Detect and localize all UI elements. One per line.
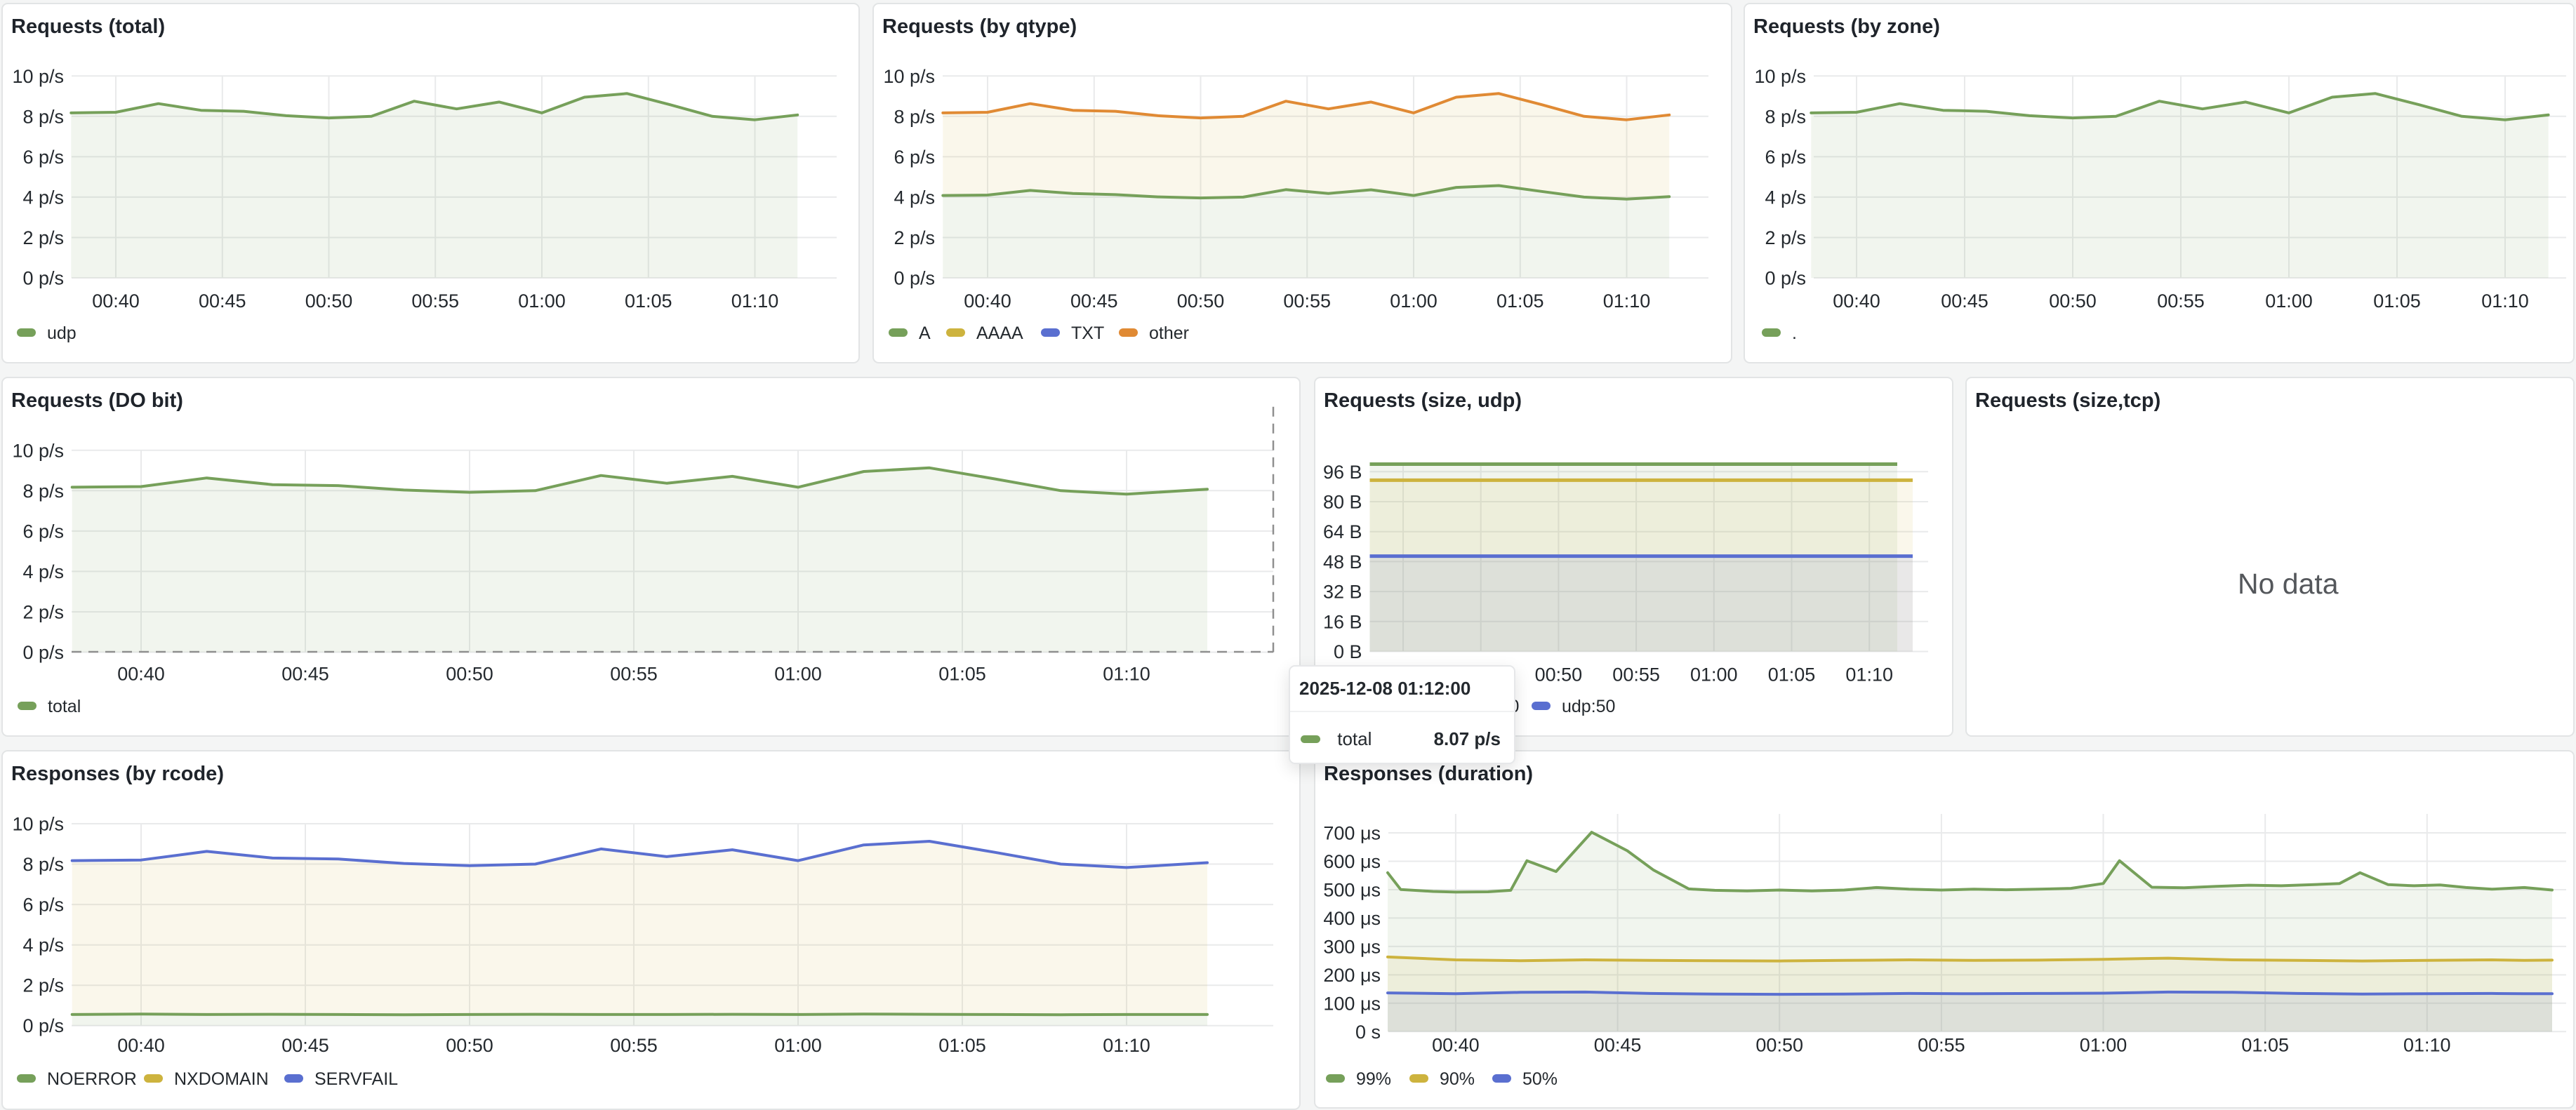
svg-text:00:55: 00:55 xyxy=(2157,290,2205,312)
svg-text:2 p/s: 2 p/s xyxy=(22,975,64,996)
svg-text:01:05: 01:05 xyxy=(1768,664,1816,686)
svg-text:10 p/s: 10 p/s xyxy=(12,814,64,835)
svg-text:0 p/s: 0 p/s xyxy=(22,268,64,289)
svg-text:01:10: 01:10 xyxy=(2481,290,2529,312)
svg-text:01:00: 01:00 xyxy=(1390,290,1438,312)
svg-text:01:10: 01:10 xyxy=(1103,1035,1150,1056)
svg-text:00:55: 00:55 xyxy=(610,664,658,685)
svg-text:00:45: 00:45 xyxy=(281,664,329,685)
svg-text:0 p/s: 0 p/s xyxy=(894,268,935,289)
svg-text:00:55: 00:55 xyxy=(1612,664,1660,686)
svg-text:6 p/s: 6 p/s xyxy=(1765,147,1806,168)
svg-text:10 p/s: 10 p/s xyxy=(1754,66,1806,87)
svg-text:00:45: 00:45 xyxy=(1070,290,1118,312)
svg-text:16 B: 16 B xyxy=(1323,611,1362,632)
svg-text:01:10: 01:10 xyxy=(1103,664,1150,685)
svg-text:01:10: 01:10 xyxy=(2403,1034,2451,1055)
svg-text:00:55: 00:55 xyxy=(1918,1034,1965,1055)
svg-text:10 p/s: 10 p/s xyxy=(12,440,64,461)
svg-text:00:40: 00:40 xyxy=(92,290,140,312)
svg-text:01:05: 01:05 xyxy=(2241,1034,2289,1055)
svg-text:01:00: 01:00 xyxy=(2080,1034,2127,1055)
svg-text:0 B: 0 B xyxy=(1334,641,1362,662)
svg-text:400 μs: 400 μs xyxy=(1323,908,1381,929)
svg-text:4 p/s: 4 p/s xyxy=(894,187,935,208)
svg-text:80 B: 80 B xyxy=(1323,492,1362,513)
svg-text:01:05: 01:05 xyxy=(625,290,672,312)
svg-text:4 p/s: 4 p/s xyxy=(1765,187,1806,208)
svg-text:32 B: 32 B xyxy=(1323,582,1362,603)
svg-text:4 p/s: 4 p/s xyxy=(22,935,64,956)
svg-text:96 B: 96 B xyxy=(1323,462,1362,483)
svg-text:00:40: 00:40 xyxy=(1833,290,1880,312)
svg-text:00:45: 00:45 xyxy=(1594,1034,1642,1055)
svg-text:0 p/s: 0 p/s xyxy=(22,642,64,663)
svg-text:0 p/s: 0 p/s xyxy=(1765,268,1806,289)
svg-text:200 μs: 200 μs xyxy=(1323,965,1381,986)
svg-text:00:40: 00:40 xyxy=(964,290,1011,312)
svg-text:00:40: 00:40 xyxy=(117,1035,165,1056)
svg-text:00:50: 00:50 xyxy=(1755,1034,1803,1055)
svg-text:4 p/s: 4 p/s xyxy=(22,187,64,208)
svg-text:64 B: 64 B xyxy=(1323,521,1362,542)
svg-text:00:45: 00:45 xyxy=(1941,290,1989,312)
svg-text:2 p/s: 2 p/s xyxy=(22,227,64,248)
svg-text:0 s: 0 s xyxy=(1355,1022,1381,1043)
svg-text:01:00: 01:00 xyxy=(518,290,566,312)
svg-text:01:10: 01:10 xyxy=(1845,664,1893,686)
svg-text:01:05: 01:05 xyxy=(938,664,986,685)
svg-text:8 p/s: 8 p/s xyxy=(1765,106,1806,127)
svg-text:4 p/s: 4 p/s xyxy=(22,561,64,582)
svg-text:01:00: 01:00 xyxy=(1690,664,1738,686)
svg-text:00:55: 00:55 xyxy=(411,290,459,312)
svg-text:00:55: 00:55 xyxy=(1283,290,1331,312)
svg-text:00:50: 00:50 xyxy=(2049,290,2097,312)
svg-text:600 μs: 600 μs xyxy=(1323,851,1381,872)
svg-text:8 p/s: 8 p/s xyxy=(22,106,64,127)
svg-text:01:05: 01:05 xyxy=(2373,290,2421,312)
svg-text:01:00: 01:00 xyxy=(774,1035,822,1056)
svg-text:300 μs: 300 μs xyxy=(1323,936,1381,957)
svg-text:00:50: 00:50 xyxy=(1177,290,1225,312)
svg-text:00:50: 00:50 xyxy=(446,664,493,685)
svg-text:8 p/s: 8 p/s xyxy=(22,854,64,875)
svg-text:10 p/s: 10 p/s xyxy=(12,66,64,87)
svg-text:00:45: 00:45 xyxy=(199,290,246,312)
svg-text:8 p/s: 8 p/s xyxy=(22,481,64,502)
svg-text:2 p/s: 2 p/s xyxy=(894,227,935,248)
svg-text:8 p/s: 8 p/s xyxy=(894,106,935,127)
svg-text:01:05: 01:05 xyxy=(1496,290,1544,312)
svg-text:10 p/s: 10 p/s xyxy=(883,66,935,87)
svg-text:00:45: 00:45 xyxy=(281,1035,329,1056)
svg-text:00:55: 00:55 xyxy=(610,1035,658,1056)
svg-text:01:00: 01:00 xyxy=(774,664,822,685)
svg-text:00:40: 00:40 xyxy=(1432,1034,1480,1055)
svg-text:01:10: 01:10 xyxy=(731,290,779,312)
svg-text:00:50: 00:50 xyxy=(1535,664,1583,686)
svg-text:2 p/s: 2 p/s xyxy=(22,602,64,623)
svg-text:6 p/s: 6 p/s xyxy=(22,895,64,916)
svg-text:6 p/s: 6 p/s xyxy=(894,147,935,168)
svg-text:48 B: 48 B xyxy=(1323,551,1362,573)
svg-text:100 μs: 100 μs xyxy=(1323,993,1381,1014)
svg-text:01:05: 01:05 xyxy=(938,1035,986,1056)
svg-text:00:50: 00:50 xyxy=(305,290,353,312)
svg-text:700 μs: 700 μs xyxy=(1323,823,1381,844)
svg-text:01:10: 01:10 xyxy=(1603,290,1651,312)
svg-text:0 p/s: 0 p/s xyxy=(22,1015,64,1036)
svg-text:00:50: 00:50 xyxy=(446,1035,493,1056)
svg-text:6 p/s: 6 p/s xyxy=(22,521,64,542)
svg-text:01:00: 01:00 xyxy=(2265,290,2313,312)
svg-text:6 p/s: 6 p/s xyxy=(22,147,64,168)
svg-text:00:40: 00:40 xyxy=(117,664,165,685)
svg-text:500 μs: 500 μs xyxy=(1323,880,1381,901)
svg-text:2 p/s: 2 p/s xyxy=(1765,227,1806,248)
